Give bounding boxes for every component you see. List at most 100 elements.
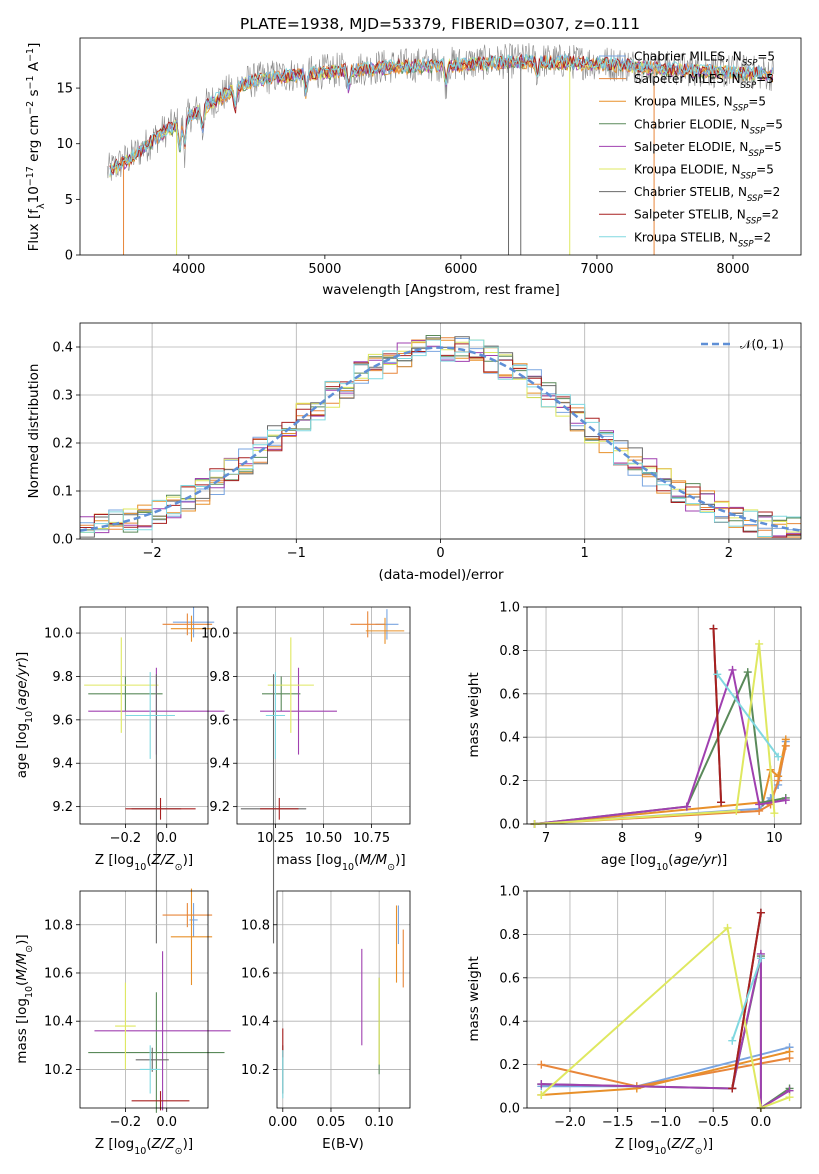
age-vs-Z-ylabel: age [log10(age/yr)] xyxy=(14,652,35,778)
mw_vs_age-point-marker xyxy=(732,806,741,815)
mw-vs-age-ylabel: mass weight xyxy=(466,672,482,757)
residuals-xtick-label: 0 xyxy=(436,546,444,561)
age_vs_Z-ytick-label: 9.2 xyxy=(52,800,73,815)
age_vs_Z-panel: −0.2 0.0 9.2 9.4 9.6 9.8 10.0 Z [log10(Z/Z⊙)] ag… xyxy=(14,606,225,944)
age_vs_mass-ytick-label: 9.8 xyxy=(209,670,230,685)
age_vs_mass-ytick-label: 9.4 xyxy=(209,757,230,772)
spectrum-panel: 4000 5000 6000 7000 8000 0 5 10 15 Chabrier MILES… xyxy=(25,37,802,298)
mw_vs_age-xtick-label: 7 xyxy=(542,831,550,846)
mass_vs_ebv-xtick-label: 0.05 xyxy=(316,1115,345,1130)
mw_vs_Z-point-marker xyxy=(756,954,765,963)
mw-vs-Z-ylabel: mass weight xyxy=(466,956,482,1041)
mw_vs_Z-point-marker xyxy=(728,1036,737,1045)
mw_vs_Z-xtick-label: 0.0 xyxy=(751,1115,772,1130)
mw_vs_Z-ytick-label: 0.8 xyxy=(499,928,520,943)
spectrum-ylabel: Flux [fλ10−17 erg cm−2 s−1 A−1] xyxy=(25,43,47,252)
residuals-xtick-label: 1 xyxy=(581,546,589,561)
mw_vs_age-ytick-label: 0.4 xyxy=(499,731,520,746)
mw_vs_Z-plot-area xyxy=(537,908,794,1112)
spectrum-xtick-label: 8000 xyxy=(716,262,749,277)
mw_vs_age-point-marker xyxy=(709,624,718,633)
residuals-xtick-label: −2 xyxy=(143,546,162,561)
mass_vs_Z-xtick-label: −0.2 xyxy=(110,1115,142,1130)
mass_vs_ebv-xtick-label: 0.00 xyxy=(268,1115,297,1130)
residuals-ylabel: Normed distribution xyxy=(26,364,42,499)
mass-vs-ebv-xlabel: E(B-V) xyxy=(322,1136,364,1152)
residuals-ytick-label: 0.2 xyxy=(52,437,73,452)
mass_vs_ebv-ytick-label: 10.6 xyxy=(241,966,270,981)
mw_vs_Z-ytick-label: 0.2 xyxy=(499,1058,520,1073)
mw_vs_age-point-marker xyxy=(755,639,764,648)
age_vs_mass-plot-area xyxy=(240,609,405,944)
mw_vs_Z-xtick-label: −2.0 xyxy=(554,1115,586,1130)
mw_vs_Z-frame xyxy=(526,890,802,1109)
mw_vs_Z-point-marker xyxy=(537,1080,546,1089)
mw_vs_age-point-marker xyxy=(770,809,779,818)
age_vs_Z-plot-area xyxy=(84,607,225,944)
mw_vs_age-series-line xyxy=(534,643,776,825)
mass_vs_ebv-plot-area xyxy=(282,905,404,1099)
mw_vs_Z-panel: −2.0 −1.5 −1.0 −0.5 0.0 0.0 0.2 0.4 0.6 0.8 1.0 Z [… xyxy=(466,885,802,1157)
age_vs_mass-ytick-label: 9.6 xyxy=(209,713,230,728)
residuals-xtick-label: −1 xyxy=(287,546,306,561)
age_vs_mass-ytick-label: 9.2 xyxy=(209,800,230,815)
spectrum-ytick-label: 15 xyxy=(56,82,73,97)
figure-title: PLATE=1938, MJD=53379, FIBERID=0307, z=0… xyxy=(240,15,640,33)
mass_vs_Z-ytick-label: 10.4 xyxy=(44,1015,73,1030)
mass_vs_ebv-frame xyxy=(276,890,411,1109)
mass_vs_Z-ytick-label: 10.2 xyxy=(44,1063,73,1078)
mw-vs-age-xlabel: age [log10(age/yr)] xyxy=(601,852,727,873)
age_vs_mass-xtick-label: 10.25 xyxy=(257,831,294,846)
mass_vs_ebv-ytick-label: 10.2 xyxy=(241,1063,270,1078)
mass_vs_ebv-xtick-label: 0.10 xyxy=(365,1115,394,1130)
mw_vs_Z-xtick-label: −1.5 xyxy=(602,1115,634,1130)
spectrum-legend-label: Kroupa STELIB, NSSP=2 xyxy=(634,230,771,249)
residuals-ytick-label: 0.1 xyxy=(52,485,73,500)
spectrum-xtick-label: 6000 xyxy=(444,262,477,277)
normal-legend-label: 𝒩(0, 1) xyxy=(740,338,784,352)
spectrum-legend-label: Chabrier ELODIE, NSSP=5 xyxy=(634,117,783,136)
spectrum-xtick-label: 5000 xyxy=(308,262,341,277)
mw_vs_Z-point-marker xyxy=(723,923,732,932)
mw_vs_Z-point-marker xyxy=(537,1060,546,1069)
mass_vs_Z-ytick-label: 10.6 xyxy=(44,966,73,981)
residuals-frame xyxy=(79,322,802,540)
age-vs-Z-xlabel: Z [log10(Z/Z⊙)] xyxy=(95,852,193,873)
age-vs-mass-xlabel: mass [log10(M/M⊙)] xyxy=(276,852,405,873)
mw_vs_age-point-marker xyxy=(743,668,752,677)
mw_vs_Z-xtick-label: −1.0 xyxy=(650,1115,682,1130)
mw_vs_age-panel: 7 8 9 10 0.0 0.2 0.4 0.6 0.8 1.0 age [log10(age/yr… xyxy=(466,601,802,873)
mw_vs_age-ytick-label: 0.6 xyxy=(499,687,520,702)
mw_vs_age-xtick-label: 9 xyxy=(694,831,702,846)
age_vs_Z-ytick-label: 9.6 xyxy=(52,713,73,728)
mw_vs_age-series-line xyxy=(534,666,786,825)
spectrum-frame xyxy=(79,37,802,256)
spectrum-ytick-label: 0 xyxy=(65,249,73,264)
spectrum-legend-label: Kroupa MILES, NSSP=5 xyxy=(634,95,766,114)
mw_vs_age-xtick-label: 8 xyxy=(618,831,626,846)
mw_vs_Z-ytick-label: 0.0 xyxy=(499,1102,520,1117)
mw_vs_age-series-line xyxy=(712,628,723,803)
spectrum-legend-label: Chabrier MILES, NSSP=5 xyxy=(634,50,775,69)
residual-histogram-line xyxy=(80,339,801,537)
mw_vs_Z-point-marker xyxy=(537,1090,546,1099)
mw_vs_age-point-marker xyxy=(774,772,783,781)
mw_vs_age-series-line xyxy=(716,673,780,758)
age_vs_mass-xtick-label: 10.75 xyxy=(353,831,390,846)
mw_vs_age-point-marker xyxy=(781,735,790,744)
residuals-ytick-label: 0.0 xyxy=(52,533,73,548)
mw_vs_age-point-marker xyxy=(717,798,726,807)
mass_vs_ebv-panel: 0.00 0.05 0.10 10.2 10.4 10.6 10.8 E(B-V) xyxy=(241,890,411,1152)
mw_vs_age-ytick-label: 0.8 xyxy=(499,644,520,659)
spectrum-legend-label: Salpeter STELIB, NSSP=2 xyxy=(634,208,779,227)
mass_vs_ebv-ytick-label: 10.4 xyxy=(241,1015,270,1030)
residuals-xlabel: (data-model)/error xyxy=(378,567,504,583)
spectrum-xlabel: wavelength [Angstrom, rest frame] xyxy=(322,282,560,298)
spectrum-ytick-label: 5 xyxy=(65,193,73,208)
residuals-panel: −2 −1 0 1 2 0.0 0.1 0.2 0.3 0.4 𝒩(0, 1) (data-model… xyxy=(26,322,802,583)
spectrum-plot-area xyxy=(106,43,775,255)
mass_vs_Z-panel: −0.2 0.0 10.2 10.4 10.6 10.8 Z [log10(Z/Z⊙)] ma… xyxy=(14,888,231,1157)
residuals-ytick-label: 0.3 xyxy=(52,389,73,404)
mw_vs_age-point-marker xyxy=(774,752,783,761)
